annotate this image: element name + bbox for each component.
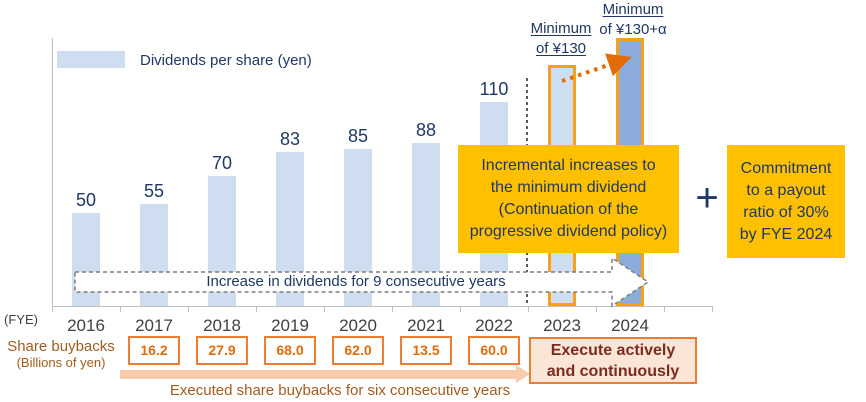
axis-tick: [528, 306, 529, 312]
axis-tick: [256, 306, 257, 312]
year-2020: 2020: [339, 316, 377, 335]
share-buybacks-unit: (Billions of yen): [16, 355, 106, 370]
year-2022: 2022: [475, 316, 513, 335]
bar-value-2022: 110: [479, 79, 509, 99]
legend-swatch: [57, 51, 125, 68]
legend-label: Dividends per share (yen): [140, 52, 312, 69]
increase-arrow: [74, 256, 650, 308]
commitment-line3: ratio of 30%: [743, 203, 829, 221]
share-buybacks-title: Share buybacks: [7, 338, 115, 355]
axis-tick: [392, 306, 393, 312]
execute-box: Execute actively and continuously: [529, 337, 697, 384]
min-2024-label: Minimum of ¥130+α: [578, 0, 688, 40]
bar-value-2020: 85: [347, 126, 369, 146]
axis-tick: [460, 306, 461, 312]
bar-value-2019: 83: [279, 129, 301, 149]
axis-tick: [596, 306, 597, 312]
incremental-line1: Incremental increases to: [481, 157, 656, 174]
buyback-period-arrow: [120, 370, 516, 379]
buyback-value-2017: 16.2: [128, 336, 180, 365]
bar-value-2017: 55: [143, 181, 165, 201]
min-2023-line1: Minimum: [530, 20, 592, 37]
bar-value-2021: 88: [415, 120, 437, 140]
axis-tick: [324, 306, 325, 312]
axis-tick: [120, 306, 121, 312]
buyback-value-2018: 27.9: [196, 336, 248, 365]
year-2024: 2024: [611, 316, 649, 335]
buyback-value-2020: 62.0: [332, 336, 384, 365]
bar-value-2018: 70: [211, 153, 233, 173]
fye-label: (FYE): [4, 312, 38, 327]
buyback-period-arrowhead: [516, 365, 530, 383]
buyback-value-2019: 68.0: [264, 336, 316, 365]
share-buybacks-label: Share buybacks (Billions of yen): [2, 338, 120, 370]
axis-tick: [188, 306, 189, 312]
increase-arrow-label: Increase in dividends for 9 consecutive …: [206, 273, 506, 290]
execute-line2: and continuously: [546, 362, 680, 380]
incremental-box: Incremental increases to the minimum div…: [458, 145, 679, 253]
min-2024-line1: Minimum: [602, 1, 664, 18]
year-2021: 2021: [407, 316, 445, 335]
year-2018: 2018: [203, 316, 241, 335]
buyback-value-2021: 13.5: [400, 336, 452, 365]
year-2023: 2023: [543, 316, 581, 335]
buyback-value-2022: 60.0: [468, 336, 520, 365]
min-2024-line2: of ¥130+α: [599, 21, 667, 38]
axis-tick: [664, 306, 665, 312]
commitment-line2: to a payout: [746, 181, 826, 199]
buyback-footer: Executed share buybacks for six consecut…: [169, 382, 511, 399]
axis-tick: [712, 306, 713, 312]
year-2019: 2019: [271, 316, 309, 335]
execute-line1: Execute actively: [550, 341, 676, 359]
incremental-line2: the minimum dividend: [490, 179, 647, 196]
projection-arrow: [561, 53, 632, 83]
commitment-line4: by FYE 2024: [739, 225, 833, 243]
axis-tick: [52, 306, 53, 312]
plus-sign: +: [695, 176, 719, 220]
min-2023-line2: of ¥130: [535, 40, 587, 57]
commitment-line1: Commitment: [740, 159, 832, 177]
year-2016: 2016: [67, 316, 105, 335]
min-2023-label: Minimum of ¥130: [506, 19, 616, 59]
incremental-line4: progressive dividend policy): [469, 223, 668, 240]
x-axis: [52, 306, 713, 307]
incremental-line3: (Continuation of the: [498, 201, 639, 218]
year-2017: 2017: [135, 316, 173, 335]
bar-value-2016: 50: [75, 190, 97, 210]
commitment-box: Commitment to a payout ratio of 30% by F…: [727, 145, 845, 258]
y-axis: [52, 38, 53, 306]
